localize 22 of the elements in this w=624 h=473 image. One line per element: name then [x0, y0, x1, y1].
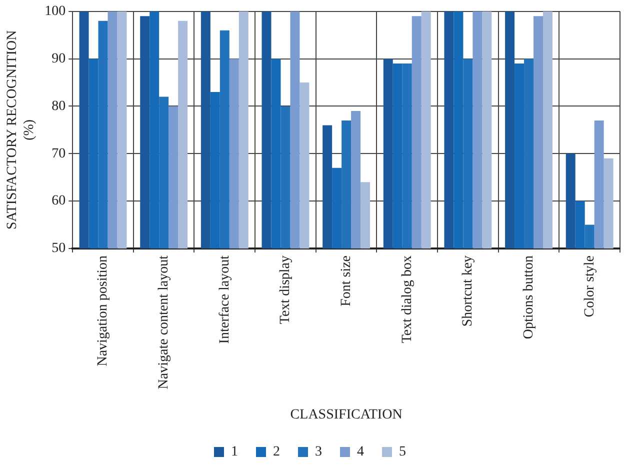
x-tick-label: Font size	[338, 255, 354, 306]
x-axis-title: CLASSIFICATION	[290, 407, 402, 422]
x-tick-label: Color style	[582, 255, 598, 318]
x-tick-label: Navigation position	[96, 255, 111, 366]
y-tick-label: 70	[52, 146, 66, 162]
y-tick-label: 50	[52, 241, 66, 256]
legend-label: 1	[231, 444, 238, 460]
y-tick-label: 100	[44, 4, 66, 20]
x-tick-label: Text dialog box	[400, 255, 415, 344]
x-tick-label: Options button	[521, 255, 536, 340]
legend-label: 3	[315, 444, 322, 460]
x-tick-label: Text display	[278, 255, 294, 324]
y-axis-title: SATISFACTORY RECOGNITION (%)	[5, 30, 37, 230]
y-tick-label: 60	[52, 194, 66, 209]
legend-label: 5	[399, 444, 406, 460]
y-tick-label: 90	[52, 51, 66, 66]
x-tick-label: Interface layout	[217, 255, 232, 344]
legend-label: 4	[357, 444, 364, 460]
legend-label: 2	[273, 444, 280, 460]
y-tick-label: 80	[52, 98, 66, 114]
x-tick-label: Navigate content layout	[156, 255, 172, 390]
x-tick-label: Shortcut key	[460, 255, 476, 327]
